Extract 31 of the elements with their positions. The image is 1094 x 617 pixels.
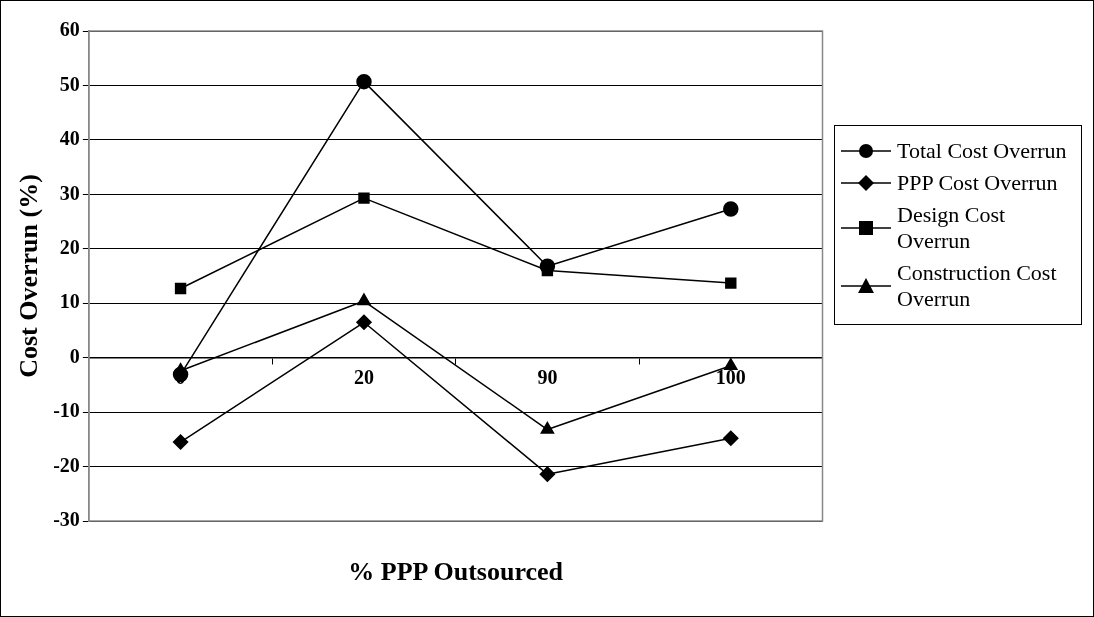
point — [539, 466, 556, 482]
point — [174, 282, 187, 295]
y-tick-label: 40 — [59, 127, 80, 150]
x-axis-title: % PPP Outsourced — [348, 556, 564, 586]
legend-label: Design Cost Overrun — [897, 202, 1007, 254]
legend-label: Total Cost Overrun — [897, 138, 1067, 164]
x-tick-label: 100 — [715, 365, 746, 388]
legend-label: Construction Cost Overrun — [897, 260, 1058, 312]
point — [540, 421, 555, 434]
point — [358, 192, 370, 204]
point — [172, 434, 189, 450]
y-tick-label: -30 — [53, 508, 80, 531]
y-tick-label: 60 — [59, 18, 80, 41]
y-tick-label: 10 — [59, 290, 80, 313]
y-tick-label: 50 — [59, 72, 80, 95]
y-axis-title: Cost Overrun (%) — [14, 174, 44, 378]
y-tick-label: -10 — [53, 399, 80, 422]
y-tick-label: -20 — [53, 453, 80, 476]
point — [723, 430, 739, 446]
y-tick-label: 20 — [59, 235, 80, 258]
x-tick-label: 20 — [353, 365, 374, 388]
point — [723, 358, 738, 371]
x-tick-label: 90 — [537, 365, 558, 388]
y-tick-label: 0 — [69, 344, 80, 367]
point — [357, 293, 371, 306]
y-tick-label: 30 — [59, 181, 80, 204]
point — [356, 314, 372, 331]
point — [356, 73, 372, 90]
legend-label: PPP Cost Overrun — [897, 170, 1058, 196]
point — [723, 201, 739, 217]
point — [725, 277, 737, 289]
